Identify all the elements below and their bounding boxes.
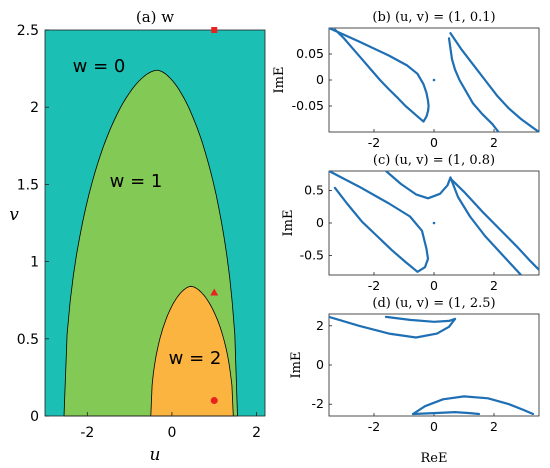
y-tick-label: 0.05	[296, 46, 324, 61]
y-tick-label: 2	[316, 318, 324, 333]
marker-circle	[210, 397, 218, 405]
x-tick-label: 2	[490, 135, 498, 150]
panel-b-ylabel: ImE	[272, 67, 287, 94]
region-label-w2: w = 2	[169, 348, 222, 369]
spectrum-branch	[384, 315, 457, 323]
spectrum-points	[329, 171, 539, 275]
spectrum-branch	[411, 411, 481, 416]
y-tick-label: 0	[316, 215, 324, 230]
x-tick-label: 2	[490, 419, 498, 434]
panel-d-title: (d) (u, v) = (1, 2.5)	[372, 296, 495, 311]
x-tick-label: 0	[167, 425, 176, 441]
panel-b-title: (b) (u, v) = (1, 0.1)	[372, 10, 495, 25]
x-tick-label: 0	[430, 419, 438, 434]
x-tick-label: -2	[368, 135, 380, 150]
x-tick-label: -2	[80, 425, 94, 441]
panel-a-markers	[210, 27, 219, 405]
spectrum-branch	[411, 395, 535, 416]
spectrum-points	[329, 28, 539, 132]
panel-a-ylabel: v	[9, 205, 19, 225]
panel-d: (d) (u, v) = (1, 2.5) ImE ReE -2 0 2 -2 0 2	[289, 296, 540, 466]
panel-d-frame	[328, 313, 540, 417]
panel-a-xlabel: u	[150, 445, 161, 465]
spectrum-points	[329, 315, 535, 416]
panel-d-xlabel: ReE	[421, 451, 448, 466]
panel-d-ticks: -2 0 2 -2 0 2	[312, 318, 498, 434]
panel-c-title: (c) (u, v) = (1, 0.8)	[373, 153, 495, 168]
panel-c-marks	[329, 171, 539, 275]
region-label-w1: w = 1	[110, 171, 163, 192]
spectrum-branch	[329, 315, 457, 339]
y-tick-label: 0.5	[17, 332, 39, 348]
x-tick-label: 2	[252, 425, 261, 441]
x-tick-label: 0	[430, 135, 438, 150]
panel-c-ylabel: ImE	[281, 210, 296, 237]
y-tick-label: 0	[316, 357, 324, 372]
panel-b-ticks: -2 0 2 -0.05 0 0.05	[292, 46, 498, 150]
panel-a-y-ticks: 0 0.5 1 1.5 2 2.5	[17, 23, 49, 425]
panel-b: (b) (u, v) = (1, 0.1) ImE -2 0 2 -0.05 0 0.05	[272, 10, 540, 150]
x-tick-label: -2	[368, 278, 380, 293]
y-tick-label: 0	[30, 409, 39, 425]
panel-c-ticks: -2 0 2 -0.5 0 0.5	[300, 183, 498, 294]
spectrum-branch	[450, 179, 539, 271]
region-w2	[150, 285, 234, 417]
y-tick-label: 1.5	[17, 177, 39, 193]
x-tick-label: 2	[490, 278, 498, 293]
spectrum-branch	[384, 171, 452, 200]
marker-triangle	[210, 288, 219, 296]
spectrum-branch	[329, 28, 430, 123]
spectrum-branch	[329, 171, 430, 273]
y-tick-label: -0.5	[300, 248, 324, 263]
y-tick-label: 0	[316, 72, 324, 87]
y-tick-label: 1	[30, 255, 39, 271]
spectrum-point	[432, 221, 436, 225]
panel-a-title-text: (a) w	[136, 8, 174, 26]
y-tick-label: -2	[312, 396, 324, 411]
y-tick-label: 2.5	[17, 23, 39, 39]
panel-d-marks	[329, 315, 535, 416]
panel-a-frame	[44, 29, 266, 417]
x-tick-label: -2	[368, 419, 380, 434]
panel-d-ylabel: ImE	[289, 352, 304, 379]
y-tick-label: 0.5	[304, 183, 324, 198]
panel-c: (c) (u, v) = (1, 0.8) ImE -2 0 2 -0.5 0 0.5	[281, 153, 540, 294]
y-tick-label: -0.05	[292, 98, 324, 113]
panel-b-marks	[329, 28, 539, 132]
spectrum-branch	[449, 176, 523, 275]
y-tick-label: 2	[30, 100, 39, 116]
spectrum-point	[432, 78, 436, 82]
marker-square	[211, 27, 218, 33]
panel-a-title: (a) w	[136, 8, 174, 26]
spectrum-branch	[449, 32, 539, 132]
panel-a-x-ticks: -2 0 2	[80, 412, 261, 441]
panel-a: w = 0 w = 1 w = 2 (a) w 0 0.5 1 1.5 2 2.5 -2 0…	[9, 8, 266, 465]
x-tick-label: 0	[430, 278, 438, 293]
spectrum-branch	[447, 37, 500, 132]
region-label-w0: w = 0	[73, 56, 126, 77]
